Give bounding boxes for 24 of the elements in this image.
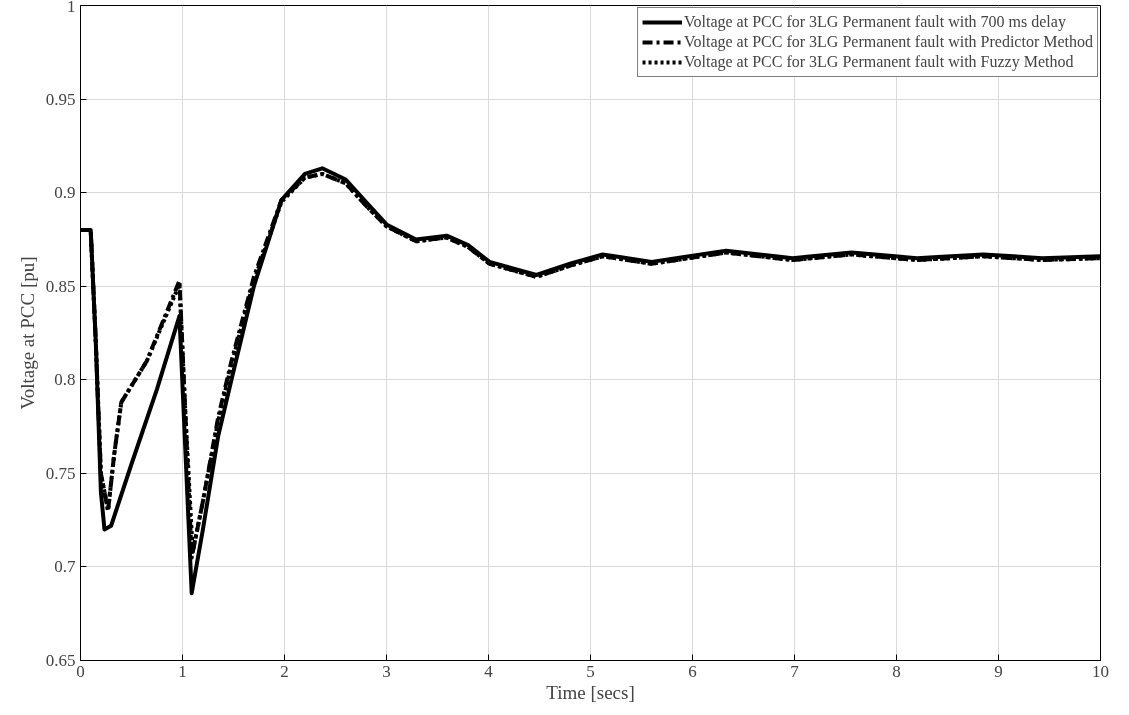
y-tick-label: 0.75 [45, 463, 76, 483]
legend-label: Voltage at PCC for 3LG Permanent fault with Fuzzy Method [684, 53, 1074, 71]
x-tick-label: 0 [76, 661, 85, 681]
x-tick-label: 8 [892, 661, 901, 681]
x-tick-label: 9 [994, 661, 1003, 681]
y-tick-label: 0.8 [54, 370, 76, 390]
x-axis-title: Time [secs] [546, 681, 635, 703]
x-tick-label: 5 [586, 661, 595, 681]
y-tick-label: 0.65 [45, 651, 76, 670]
y-tick-label: 1 [67, 0, 76, 16]
x-tick-label: 6 [688, 661, 697, 681]
legend-label: Voltage at PCC for 3LG Permanent fault with Predictor Method [684, 33, 1093, 51]
y-tick-label: 0.9 [54, 183, 76, 203]
y-tick-label: 0.85 [45, 276, 76, 296]
x-tick-label: 1 [178, 661, 187, 681]
y-axis-title: Voltage at PCC [pu] [16, 256, 38, 410]
x-tick-label: 2 [280, 661, 289, 681]
x-tick-label: 3 [382, 661, 391, 681]
y-tick-label: 0.95 [45, 89, 76, 109]
x-tick-label: 10 [1092, 661, 1109, 681]
legend-label: Voltage at PCC for 3LG Permanent fault with 700 ms delay [684, 13, 1066, 31]
x-tick-label: 7 [790, 661, 800, 681]
x-tick-label: 4 [484, 661, 494, 681]
y-tick-label: 0.7 [54, 557, 76, 577]
